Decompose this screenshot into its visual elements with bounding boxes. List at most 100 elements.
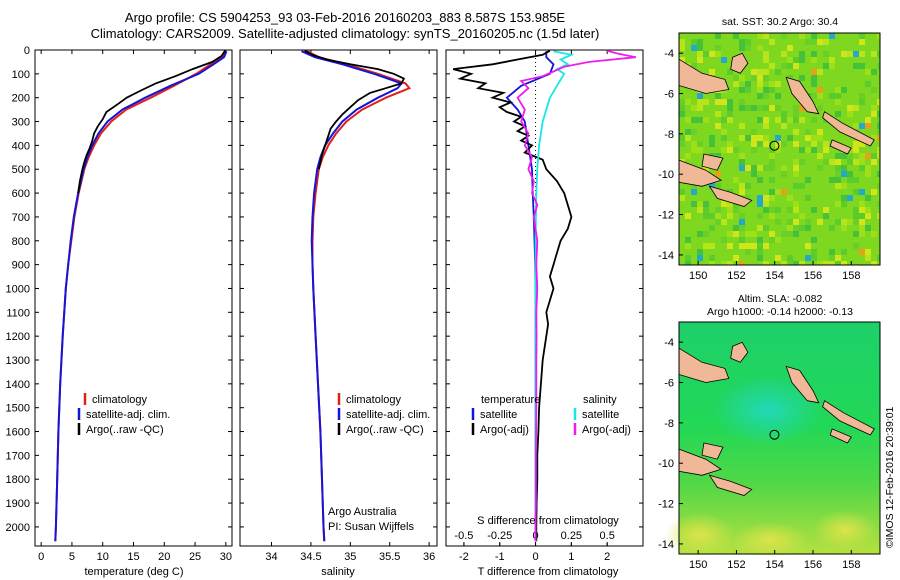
sst-cell bbox=[859, 93, 865, 99]
sst-cell bbox=[763, 105, 769, 111]
sla-low-blob-centre bbox=[732, 522, 808, 558]
sst-land bbox=[678, 52, 875, 207]
solomon-island-1 bbox=[822, 111, 875, 147]
sst-cell bbox=[787, 213, 793, 219]
sst-cell bbox=[769, 189, 775, 195]
sst-cell bbox=[715, 207, 721, 213]
sst-cell bbox=[745, 243, 751, 249]
sst-cell bbox=[697, 201, 703, 207]
sst-cell bbox=[805, 255, 811, 261]
difference-panel: -2 -1 0 1 2 -0.5 -0.25 0 0.25 0.5 temperature sa… bbox=[445, 49, 644, 578]
sst-cell bbox=[727, 117, 733, 123]
sst-cell bbox=[853, 219, 859, 225]
lat-tick-label: -12 bbox=[658, 210, 674, 222]
sst-cell bbox=[871, 231, 877, 237]
sst-cell bbox=[811, 57, 817, 63]
sst-cell bbox=[745, 135, 751, 141]
sst-cell bbox=[739, 105, 745, 111]
sst-cell bbox=[871, 117, 877, 123]
sst-cell bbox=[715, 225, 721, 231]
sst-cell bbox=[841, 51, 847, 57]
sst-cell bbox=[751, 105, 757, 111]
sst-cell bbox=[751, 147, 757, 153]
sst-cell bbox=[865, 225, 871, 231]
lon-tick-label: 152 bbox=[727, 270, 745, 282]
sst-cell bbox=[835, 93, 841, 99]
sst-cell bbox=[685, 201, 691, 207]
sst-cell bbox=[757, 201, 763, 207]
new-britain-east bbox=[730, 52, 749, 74]
depth-tick-label: 1700 bbox=[6, 450, 30, 462]
salinity-depth-ticks bbox=[240, 49, 437, 528]
sst-cell bbox=[835, 171, 841, 177]
solomon-island-2 bbox=[829, 428, 852, 444]
sst-cell bbox=[877, 255, 880, 261]
sst-cell bbox=[721, 135, 727, 141]
sst-cell bbox=[841, 195, 847, 201]
t-tick-label: 0 bbox=[532, 551, 538, 563]
dentrecasteaux-island bbox=[701, 442, 724, 460]
sst-cell bbox=[769, 105, 775, 111]
sst-cell bbox=[679, 135, 685, 141]
sst-cell bbox=[787, 45, 793, 51]
sst-cell bbox=[703, 99, 709, 105]
x-tick-label: 35.5 bbox=[379, 551, 400, 563]
lat-tick-label: -6 bbox=[664, 89, 674, 101]
sst-cell bbox=[877, 51, 880, 57]
sst-cell bbox=[715, 141, 721, 147]
sst-cell bbox=[763, 141, 769, 147]
sst-cell bbox=[853, 123, 859, 129]
sst-cell bbox=[811, 75, 817, 81]
sst-cell bbox=[697, 93, 703, 99]
sst-cell bbox=[763, 93, 769, 99]
sst-cell bbox=[757, 165, 763, 171]
sst-cell bbox=[721, 99, 727, 105]
legend-argo: Argo(..raw -QC) bbox=[86, 424, 164, 436]
lon-tick-label: 158 bbox=[842, 559, 860, 571]
sst-cell bbox=[781, 141, 787, 147]
salinity-axis: 34 34.5 35 35.5 36 bbox=[265, 50, 435, 563]
sst-cell bbox=[751, 69, 757, 75]
sst-cell bbox=[793, 141, 799, 147]
sst-cell bbox=[811, 111, 817, 117]
lon-tick-label: 154 bbox=[766, 559, 784, 571]
difference-lines bbox=[452, 49, 636, 542]
sst-cell bbox=[871, 75, 877, 81]
sst-cell bbox=[865, 153, 871, 159]
sst-cell bbox=[817, 39, 823, 45]
sst-cell bbox=[865, 117, 871, 123]
sst-cell bbox=[835, 105, 841, 111]
sst-cell bbox=[859, 249, 865, 255]
sst-cell bbox=[715, 45, 721, 51]
sst-cell bbox=[877, 33, 880, 39]
sst-cell bbox=[727, 111, 733, 117]
sst-cell bbox=[799, 261, 805, 265]
sst-cell bbox=[709, 189, 715, 195]
sst-cell bbox=[817, 219, 823, 225]
sst-cell bbox=[739, 189, 745, 195]
sst-cell bbox=[877, 159, 880, 165]
sst-cell bbox=[733, 147, 739, 153]
sst-cell bbox=[811, 225, 817, 231]
sst-cell bbox=[793, 165, 799, 171]
sst-cell bbox=[769, 87, 775, 93]
sst-cell bbox=[853, 51, 859, 57]
sst-cell bbox=[733, 51, 739, 57]
sst-cell bbox=[679, 189, 685, 195]
sst-cell bbox=[841, 219, 847, 225]
temperature-frame bbox=[34, 49, 233, 547]
sst-cell bbox=[679, 105, 685, 111]
sst-cell bbox=[703, 117, 709, 123]
sla-map-panel: Altim. SLA: -0.082 Argo h1000: -0.14 h20… bbox=[658, 293, 881, 571]
sst-cell bbox=[877, 99, 880, 105]
x-tick-label: 34.5 bbox=[300, 551, 321, 563]
sst-cell bbox=[697, 117, 703, 123]
sst-cell bbox=[829, 129, 835, 135]
sla-low-blob-west bbox=[665, 513, 735, 557]
temperature-legend: climatology satellite-adj. clim. Argo(..… bbox=[77, 393, 170, 436]
sst-cell bbox=[769, 159, 775, 165]
sst-cell bbox=[793, 159, 799, 165]
sst-cell bbox=[727, 105, 733, 111]
sst-cell bbox=[823, 39, 829, 45]
sst-cell bbox=[697, 105, 703, 111]
